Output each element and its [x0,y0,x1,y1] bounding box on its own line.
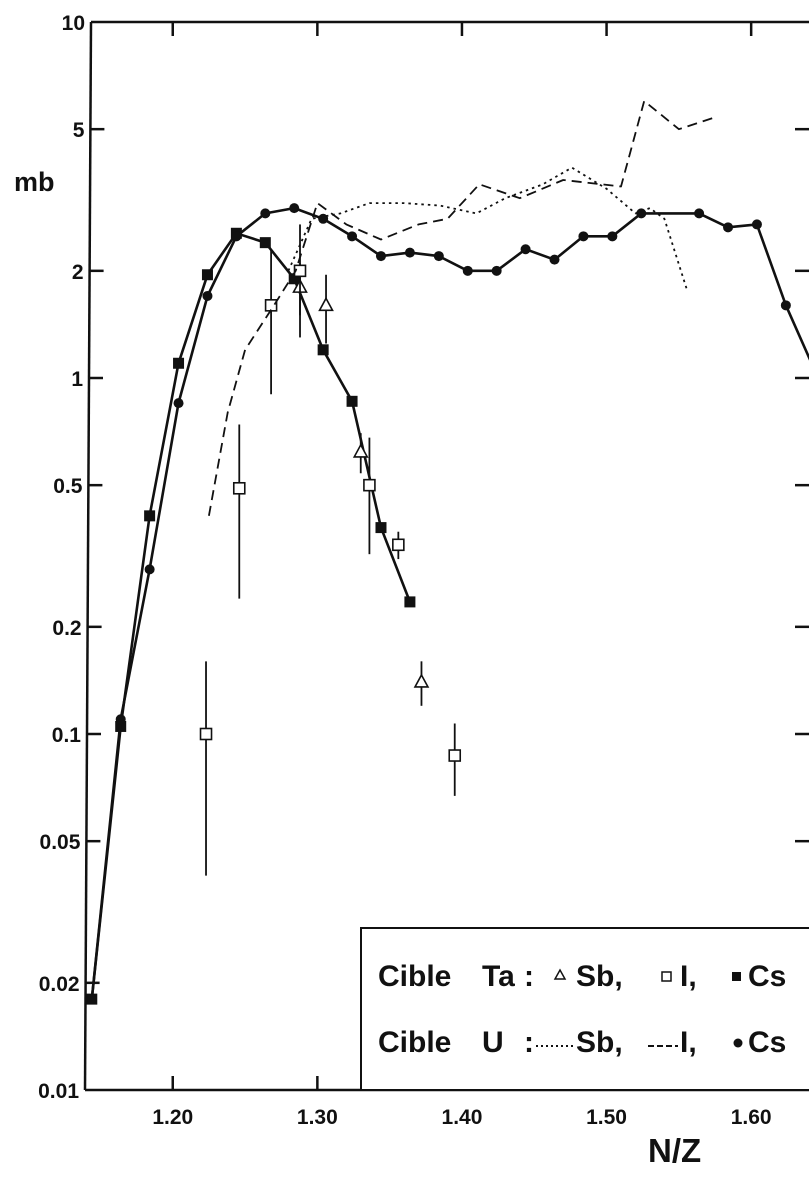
legend-symbol-filled-square [732,972,741,981]
data-point [578,231,588,241]
data-point [87,994,97,1004]
y-tick-label-7: 0.05 [40,831,81,854]
data-point [694,208,704,218]
y-tick-label-6: 0.1 [52,724,82,747]
x-tick-label-2: 1.40 [442,1106,483,1129]
x-tick-label-4: 1.60 [731,1106,772,1129]
data-point [202,291,212,301]
legend: Cible Ta: Sb, I, Cs Cible U: Sb, I, Cs [361,928,809,1090]
y-axis-title: mb [14,167,55,197]
y-tick-label-4: 0.5 [53,475,83,498]
data-point [201,729,212,740]
y-tick-label-1: 5 [73,119,85,142]
legend-entry-label: Cs [748,960,786,993]
y-tick-label-2: 2 [72,261,84,284]
data-point [260,237,271,248]
x-tick-label-3: 1.50 [586,1106,627,1129]
data-point [375,522,386,533]
data-point [521,244,531,254]
data-point [174,398,184,408]
data-point [550,255,560,265]
legend-target: Ta [482,960,515,993]
legend-target-label: Cible [378,960,451,993]
legend-symbol-filled-dot [734,1039,743,1048]
x-tick-label-0: 1.20 [152,1106,193,1129]
data-point [347,396,358,407]
data-point [781,300,791,310]
data-point [145,564,155,574]
legend-symbol-open-square [662,972,671,981]
legend-entry-label: Sb, [576,960,623,993]
data-point [752,219,762,229]
legend-entry-label: I, [680,1026,697,1059]
data-point [144,510,155,521]
data-point [492,266,502,276]
legend-entry-label: I, [680,960,697,993]
legend-entry-label: Cs [748,1026,786,1059]
y-tick-label-8: 0.02 [39,973,80,996]
data-point [318,344,329,355]
y-tick-label-3: 1 [71,368,83,391]
legend-colon: : [524,1026,534,1059]
data-point [260,208,270,218]
y-tick-label-5: 0.2 [52,617,81,640]
x-axis-title: N/Z [648,1132,701,1169]
data-point [116,714,126,724]
data-point [231,231,241,241]
data-point [376,251,386,261]
data-point [173,358,184,369]
y-tick-label-9: 0.01 [38,1080,79,1103]
data-point [405,248,415,258]
data-point [347,231,357,241]
data-point [364,480,375,491]
data-point [234,483,245,494]
legend-colon: : [524,960,534,993]
data-point [393,539,404,550]
legend-target-label: Cible [378,1026,451,1059]
data-point [449,750,460,761]
legend-entry-label: Sb, [576,1026,623,1059]
y-tick-label-0: 10 [62,12,85,35]
data-point [289,203,299,213]
data-point [434,251,444,261]
data-point [723,222,733,232]
data-point [202,269,213,280]
data-point [463,266,473,276]
legend-box [361,928,809,1090]
x-tick-label-1: 1.30 [297,1106,338,1129]
data-point [404,596,415,607]
data-point [607,231,617,241]
data-point [266,300,277,311]
legend-target: U [482,1026,504,1059]
